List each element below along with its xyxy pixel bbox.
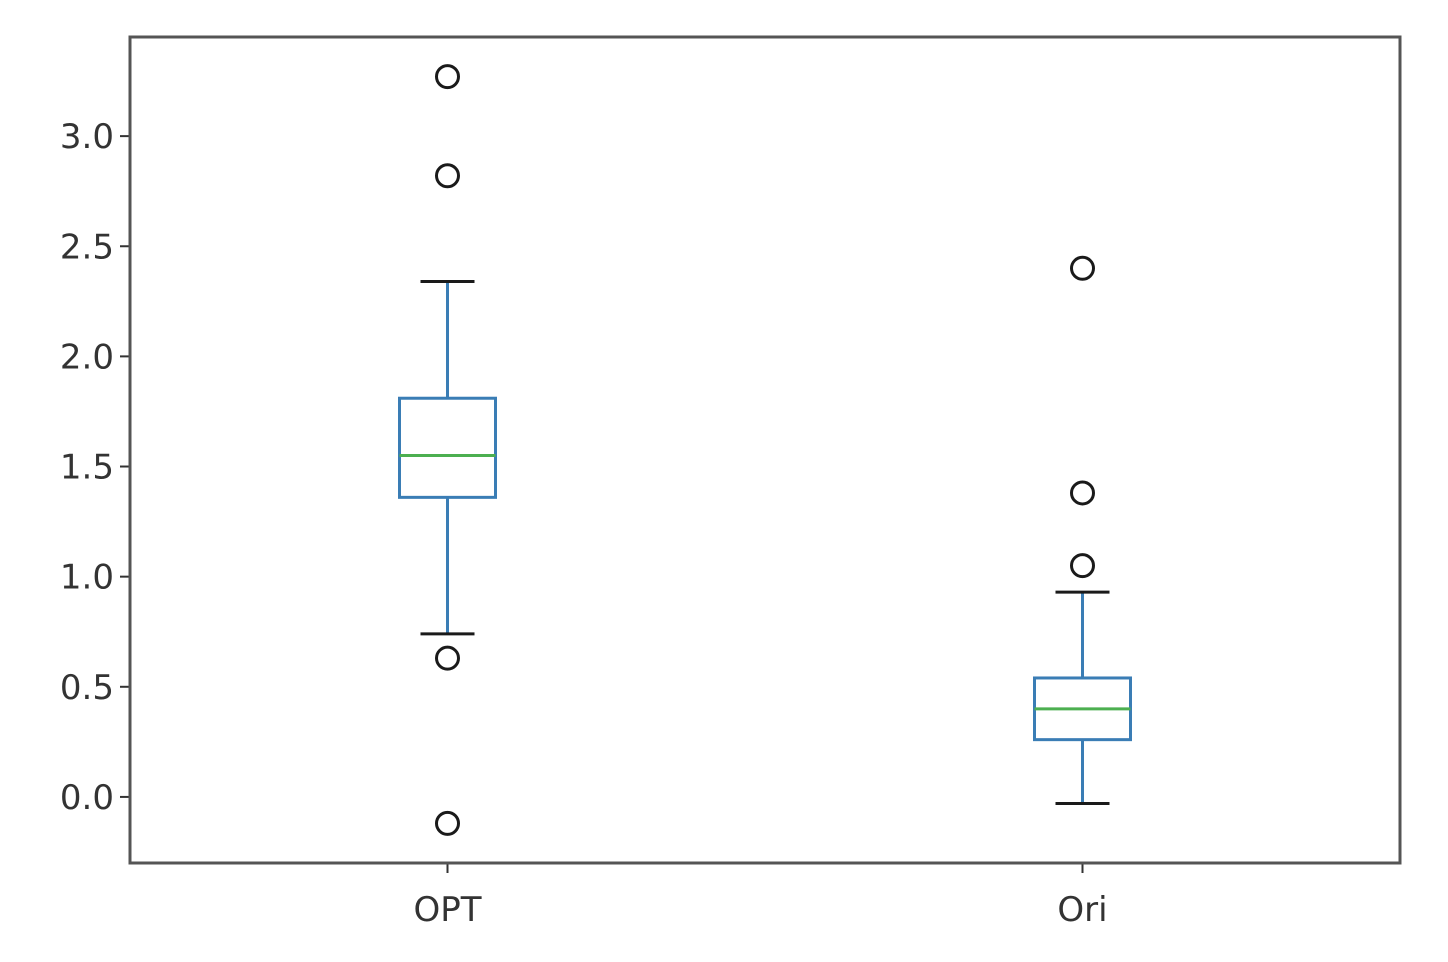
flier-point-ori <box>1070 480 1095 506</box>
flier-point-opt <box>435 645 460 671</box>
x-axis: OPT Ori <box>413 863 1108 930</box>
y-tick-label: 2.5 <box>60 227 114 267</box>
flier-point-opt <box>435 810 460 836</box>
y-tick-label: 1.5 <box>60 448 114 488</box>
y-tick-label: 2.0 <box>60 337 114 377</box>
flier-point-ori <box>1070 255 1095 281</box>
flier-point-ori <box>1070 553 1095 579</box>
y-tick-label: 0.5 <box>60 668 114 708</box>
y-tick-label: 0.0 <box>60 778 114 818</box>
y-tick-label: 3.0 <box>60 117 114 157</box>
axes-frame <box>128 35 1402 865</box>
y-axis: 0.0 0.5 1.0 1.5 2.0 2.5 3.0 <box>60 117 130 818</box>
flier-point-opt <box>435 64 460 90</box>
x-tick-label: OPT <box>413 890 481 930</box>
y-tick-label: 1.0 <box>60 558 114 598</box>
plot-area <box>398 64 1132 836</box>
x-tick-label: Ori <box>1057 890 1107 930</box>
flier-point-opt <box>435 163 460 189</box>
box-opt <box>398 396 497 499</box>
